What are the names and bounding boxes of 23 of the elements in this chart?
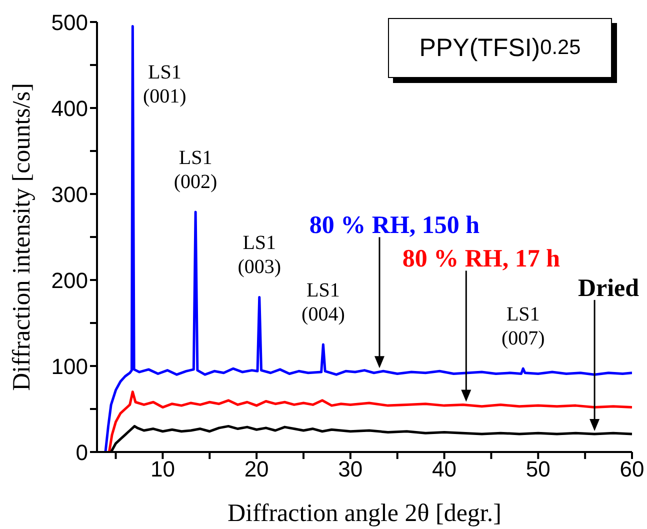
y-tick-label: 0 <box>76 440 88 465</box>
line-series <box>108 390 632 452</box>
x-tick-label: 10 <box>150 456 175 482</box>
text: Dried <box>578 274 640 302</box>
x-tick-label: 20 <box>244 456 269 482</box>
y-tick-label: 400 <box>51 96 88 121</box>
text: 80 % RH, 17 h <box>402 246 560 273</box>
y-tick-label: 100 <box>51 354 88 379</box>
annotation: LS1 (003) <box>238 232 282 278</box>
x-axis-title: Diffraction angle 2θ [degr.] <box>228 500 502 527</box>
x-tick-label: 60 <box>620 456 644 482</box>
annotation: LS1 (002) <box>174 147 218 194</box>
x-tick-label: 40 <box>432 456 457 482</box>
x-tick-label: 50 <box>526 456 550 482</box>
y-tick-label: 300 <box>51 182 88 207</box>
y-tick-label: 200 <box>51 268 88 293</box>
x-tick-label: 30 <box>338 456 363 482</box>
annotation: LS1 (004) <box>302 280 345 326</box>
y-axis-title: Diffraction intensity [counts/s] <box>8 83 36 391</box>
y-tick-label: 500 <box>51 10 88 35</box>
annotation: LS1 (007) <box>501 304 545 350</box>
annotation: LS1 (001) <box>143 61 186 108</box>
text: 80 % RH, 150 h <box>309 212 480 240</box>
